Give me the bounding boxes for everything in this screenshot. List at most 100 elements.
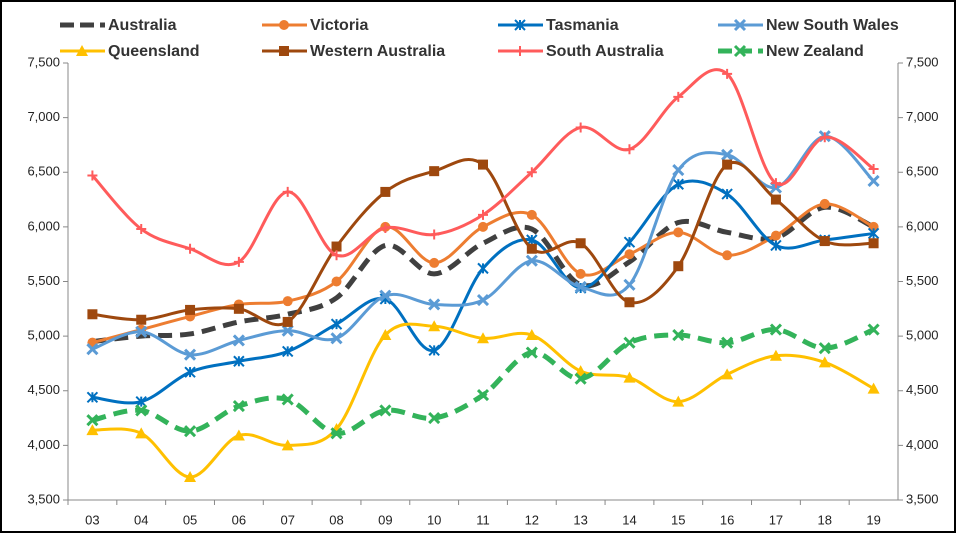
marker xyxy=(673,227,684,238)
x-tick-label: 17 xyxy=(769,512,783,527)
y2-tick-label: 5,500 xyxy=(906,273,939,288)
y2-tick-label: 5,000 xyxy=(906,328,939,343)
marker xyxy=(478,209,488,220)
marker xyxy=(87,309,98,320)
marker xyxy=(379,289,392,302)
marker xyxy=(476,294,490,307)
marker xyxy=(515,46,525,56)
marker xyxy=(428,412,441,425)
legend-item: New Zealand xyxy=(718,43,864,60)
x-tick-label: 16 xyxy=(720,512,734,527)
marker xyxy=(623,236,636,248)
marker xyxy=(233,355,245,367)
marker xyxy=(574,372,587,385)
y-tick-label: 5,000 xyxy=(27,328,60,343)
marker xyxy=(135,404,148,417)
y-tick-label: 4,500 xyxy=(27,382,60,397)
marker xyxy=(86,424,99,436)
marker xyxy=(428,320,441,332)
x-tick-label: 06 xyxy=(232,512,246,527)
marker xyxy=(331,241,342,252)
marker xyxy=(672,178,685,190)
marker xyxy=(185,304,196,315)
marker xyxy=(819,236,830,247)
legend-label: New South Wales xyxy=(766,17,899,34)
y2-tick-label: 3,500 xyxy=(906,491,939,506)
line xyxy=(92,204,875,345)
marker xyxy=(282,316,293,327)
marker xyxy=(526,167,537,178)
marker xyxy=(136,224,147,235)
marker xyxy=(429,257,440,268)
x-tick-label: 18 xyxy=(818,512,832,527)
y2-tick-label: 4,000 xyxy=(906,437,939,452)
series xyxy=(86,130,880,361)
series xyxy=(86,178,880,408)
marker xyxy=(770,194,781,205)
marker xyxy=(331,250,342,261)
marker xyxy=(477,332,489,344)
marker xyxy=(525,329,538,341)
marker xyxy=(428,344,440,357)
marker xyxy=(86,391,99,404)
marker xyxy=(867,323,880,336)
marker xyxy=(380,222,391,233)
marker xyxy=(819,132,830,143)
y-tick-label: 3,500 xyxy=(27,491,60,506)
y2-tick-label: 4,500 xyxy=(906,382,939,397)
marker xyxy=(525,346,538,359)
y-tick-label: 7,000 xyxy=(27,109,60,124)
y2-tick-label: 6,500 xyxy=(906,164,939,179)
legend-label: Tasmania xyxy=(546,17,619,34)
marker xyxy=(233,256,244,267)
x-tick-label: 09 xyxy=(378,512,392,527)
marker xyxy=(76,45,88,56)
x-tick-label: 07 xyxy=(280,512,294,527)
marker xyxy=(379,404,392,417)
marker xyxy=(672,328,685,342)
marker xyxy=(722,250,733,261)
marker xyxy=(770,230,781,241)
legend-label: Western Australia xyxy=(310,43,445,60)
marker xyxy=(330,318,343,330)
marker xyxy=(868,221,879,232)
x-tick-label: 13 xyxy=(573,512,587,527)
marker xyxy=(476,389,490,402)
marker xyxy=(770,239,782,252)
legend-label: Australia xyxy=(108,17,177,34)
legend-item: Western Australia xyxy=(262,43,445,60)
marker xyxy=(624,249,635,260)
marker xyxy=(183,348,197,361)
y-tick-label: 6,500 xyxy=(27,164,60,179)
marker xyxy=(281,345,294,358)
legend-item: Australia xyxy=(60,17,177,34)
legend-item: South Australia xyxy=(498,43,664,60)
marker xyxy=(429,229,440,240)
marker xyxy=(721,148,734,161)
marker xyxy=(574,365,587,377)
y2-tick-label: 6,000 xyxy=(906,218,939,233)
marker xyxy=(380,186,391,197)
marker xyxy=(136,314,147,325)
marker xyxy=(526,243,537,254)
legend-item: Queensland xyxy=(60,43,200,60)
marker xyxy=(733,44,747,58)
y-tick-label: 5,500 xyxy=(27,273,60,288)
x-tick-label: 12 xyxy=(525,512,539,527)
marker xyxy=(575,238,586,249)
x-tick-label: 05 xyxy=(183,512,197,527)
marker xyxy=(672,395,685,407)
marker xyxy=(184,366,196,378)
marker xyxy=(233,303,244,314)
y-tick-label: 4,000 xyxy=(27,437,60,452)
marker xyxy=(868,163,879,174)
marker xyxy=(867,227,880,240)
marker xyxy=(331,276,342,287)
marker xyxy=(525,254,538,267)
marker xyxy=(722,159,733,170)
x-tick-label: 11 xyxy=(476,512,490,527)
marker xyxy=(478,159,488,170)
marker xyxy=(769,349,782,361)
marker xyxy=(429,166,440,177)
